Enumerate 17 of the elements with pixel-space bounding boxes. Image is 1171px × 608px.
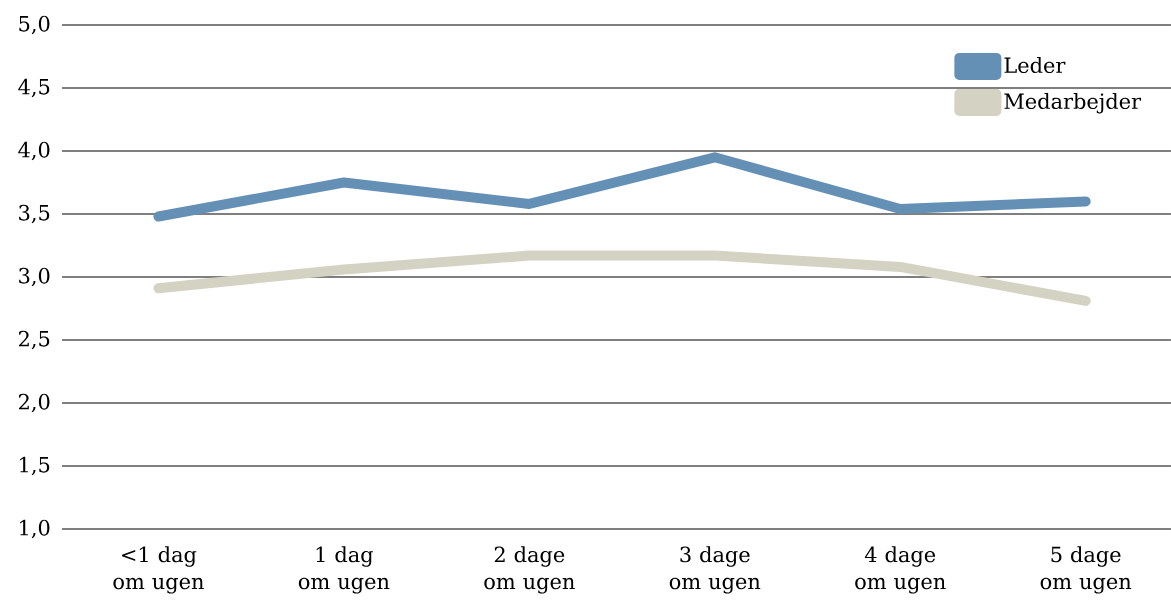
y-tick-label: 4,5 bbox=[18, 78, 50, 98]
x-tick-label: 3 dage om ugen bbox=[669, 546, 761, 594]
x-tick-label: 4 dage om ugen bbox=[855, 546, 946, 594]
x-tick-label: 2 dage om ugen bbox=[484, 546, 575, 594]
y-tick-label: 1,0 bbox=[20, 519, 50, 539]
x-tick-label: 5 dage om ugen bbox=[1040, 546, 1132, 594]
x-tick-label: 1 dag om ugen bbox=[298, 546, 390, 594]
y-tick-label: 5,0 bbox=[19, 15, 50, 35]
y-tick-label: 3,0 bbox=[19, 267, 50, 287]
y-tick-label: 4,0 bbox=[18, 141, 50, 161]
y-tick-label: 1,5 bbox=[20, 456, 50, 476]
legend-label: Medarbejder bbox=[1004, 92, 1142, 114]
x-tick-label: <1 dag om ugen bbox=[113, 546, 204, 594]
y-tick-label: 2,0 bbox=[18, 393, 50, 413]
y-tick-label: 2,5 bbox=[18, 330, 50, 350]
legend-label: Leder bbox=[1004, 56, 1066, 74]
y-tick-label: 3,5 bbox=[19, 204, 50, 224]
